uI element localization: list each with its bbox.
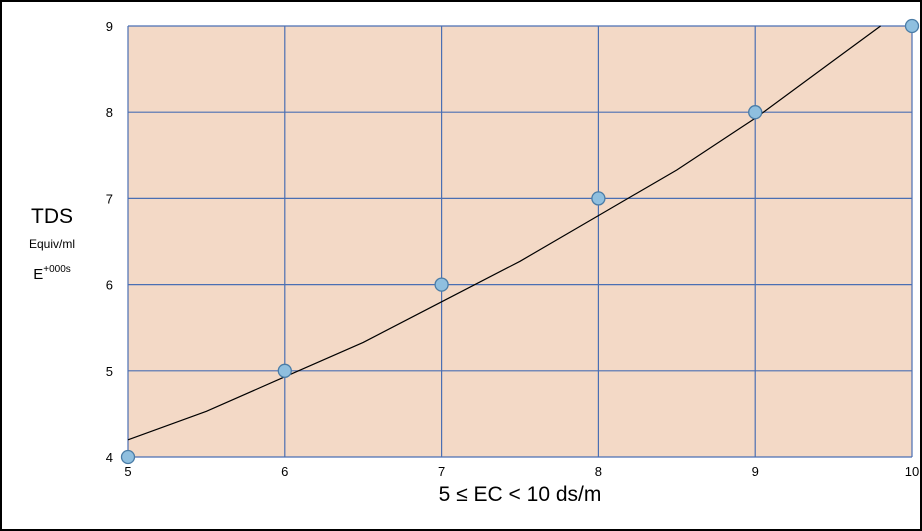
exponent-base: E — [33, 266, 43, 283]
plot-area — [128, 26, 912, 457]
x-tick-label: 6 — [281, 464, 288, 479]
x-axis-title: 5 ≤ EC < 10 ds/m — [439, 483, 602, 506]
y-tick-label: 8 — [106, 105, 113, 120]
trendline — [127, 25, 881, 441]
gridlines — [127, 25, 913, 458]
y-tick-label: 7 — [106, 191, 113, 206]
y-tick-label: 5 — [106, 364, 113, 379]
data-point — [748, 105, 763, 120]
data-point — [434, 277, 449, 292]
x-tick-label: 10 — [905, 464, 919, 479]
data-point — [904, 18, 920, 34]
y-tick-label: 4 — [106, 450, 113, 465]
y-tick-labels: 4 5 6 7 8 9 — [106, 19, 113, 465]
y-axis-title-exponent: E+000s — [33, 264, 71, 283]
y-axis-title-units: Equiv/ml — [29, 237, 75, 251]
y-tick-label: 6 — [106, 278, 113, 293]
y-axis-title: TDS Equiv/ml E+000s — [29, 205, 75, 283]
y-tick-label: 9 — [106, 19, 113, 34]
data-point — [591, 191, 606, 206]
x-tick-label: 8 — [595, 464, 602, 479]
exponent-power: +000s — [43, 264, 71, 275]
x-tick-labels: 5 6 7 8 9 10 — [124, 464, 919, 479]
data-points — [120, 18, 920, 465]
x-tick-label: 9 — [752, 464, 759, 479]
x-tick-label: 5 — [124, 464, 131, 479]
trendline-layer — [127, 25, 881, 441]
data-point — [120, 449, 136, 465]
y-axis-title-main: TDS — [31, 205, 73, 228]
x-tick-label: 7 — [438, 464, 445, 479]
data-point — [277, 363, 292, 378]
